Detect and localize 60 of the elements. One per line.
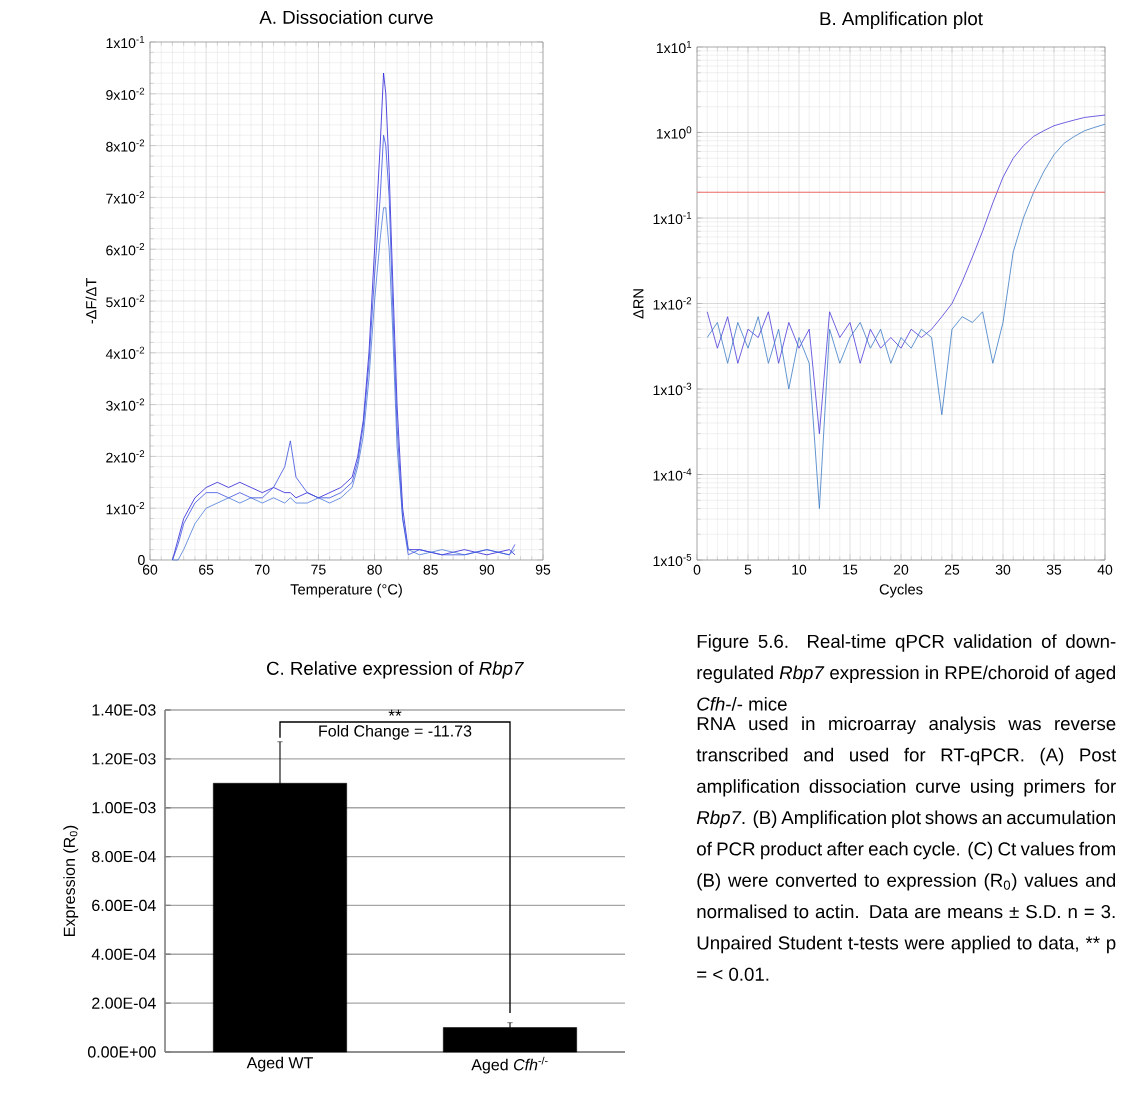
x-tick-label: 20: [893, 564, 909, 575]
x-tick-label: Aged Cfh$^{-/-}$: [471, 1056, 548, 1074]
text: RNA used in microarray analysis was reverse transcribed and used for RT-qPCR. (A) Post amplification dissociation curve using primers for Rbp7. (B) Amplification plot shows an accumulation of PCR product after each cycle. (C) Ct values from (B) were converted to expression (R$_{0}$) values and normalised to actin. Data are means ± S.D. n = 3. Unpaired Student t-tests were applied to data, ** p = < 0.01.: [696, 716, 1117, 981]
x-axis-title: Cycles: [879, 583, 923, 598]
annotation: **: [388, 709, 402, 716]
chart-title: Figure 5.6. Real-time qPCR validation of down-regulated Rbp7 expression in RPE/choroid of aged Cfh-/- mice: [697, 634, 1116, 711]
chart-title: B. Amplification plot: [820, 11, 983, 29]
y-tick-label: 8.00E-04: [92, 850, 156, 863]
y-tick-label: 1x10$^{-5}$: [653, 553, 692, 567]
y-tick-label: 1x10$^{-2}$: [106, 502, 145, 515]
line-series: [706, 114, 1106, 435]
y-tick-label: 3x10$^{-2}$: [106, 398, 145, 411]
x-tick-label: 90: [479, 564, 495, 575]
annotation: Fold Change = -11.73: [319, 724, 472, 740]
y-tick-label: 4x10$^{-2}$: [105, 346, 145, 359]
x-tick-label: 30: [995, 564, 1011, 575]
y-tick-label: 1x10$^{-3}$: [653, 382, 692, 396]
y-tick-label: 4.00E-04: [91, 948, 156, 960]
y-tick-label: 7x10$^{-2}$: [106, 191, 145, 204]
x-tick-label: 0: [693, 564, 701, 575]
y-tick-label: 2x10$^{-2}$: [106, 450, 145, 463]
x-tick-label: 65: [199, 564, 214, 575]
y-tick-label: 1x10$^{-2}$: [653, 297, 692, 310]
y-tick-label: 1x10$^{1}$: [656, 40, 692, 54]
x-tick-label: 35: [1046, 564, 1062, 575]
chart-title: C. Relative expression of Rbp7: [267, 661, 524, 679]
y-tick-label: 1.00E-03: [92, 802, 156, 814]
y-tick-label: 1.20E-03: [92, 753, 156, 765]
x-tick-label: 75: [311, 564, 326, 575]
y-tick-label: 0: [138, 555, 145, 565]
x-tick-label: 95: [535, 564, 551, 575]
x-tick-label: Aged WT: [246, 1056, 313, 1072]
x-tick-label: 85: [423, 564, 438, 575]
x-tick-label: 10: [792, 564, 807, 575]
y-tick-label: 8x10$^{-2}$: [106, 139, 145, 152]
y-tick-label: 6x10$^{-2}$: [106, 243, 145, 256]
line-series: [706, 123, 1106, 509]
chart-title: A. Dissociation curve: [259, 10, 433, 24]
y-tick-label: 6.00E-04: [92, 899, 156, 912]
y-tick-label: 0.00E+00: [87, 1046, 156, 1058]
y-tick-label: 2.00E-04: [92, 997, 156, 1009]
y-tick-label: 1x10$^{-4}$: [653, 468, 692, 481]
x-tick-label: 70: [255, 564, 270, 575]
x-tick-label: 15: [843, 564, 858, 575]
x-tick-label: 25: [944, 564, 960, 575]
x-axis-title: Temperature (°C): [290, 583, 402, 598]
y-tick-label: 9x10$^{-2}$: [106, 87, 145, 100]
y-tick-label: 1x10$^{0}$: [656, 126, 692, 139]
y-axis-title: Expression (R$_{0}$): [63, 825, 79, 936]
x-tick-label: 40: [1097, 564, 1113, 575]
line-series: [172, 207, 516, 561]
x-tick-label: 5: [744, 564, 752, 575]
y-axis-title: -ΔF/ΔT: [85, 278, 97, 324]
y-axis-title: ΔRN: [633, 289, 644, 319]
y-tick-label: 1x10$^{-1}$: [653, 211, 692, 225]
x-tick-label: 60: [142, 564, 158, 575]
y-tick-label: 1.40E-03: [92, 704, 156, 716]
y-tick-label: 5x10$^{-2}$: [106, 294, 145, 308]
x-tick-label: 80: [367, 564, 382, 575]
y-tick-label: 1x10$^{-1}$: [106, 35, 145, 49]
